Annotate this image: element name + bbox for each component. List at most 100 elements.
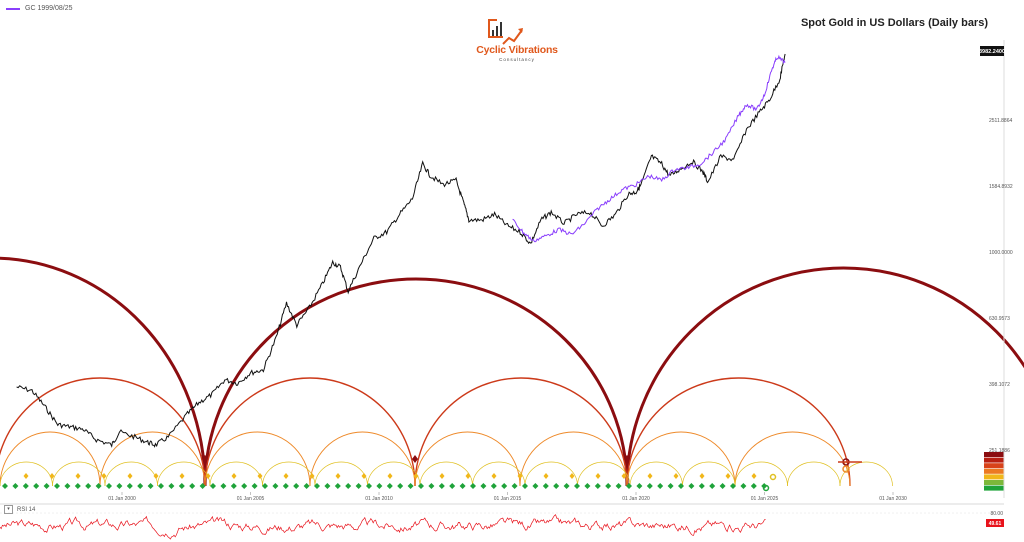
cycle-marker-green: [532, 483, 539, 489]
rsi-label[interactable]: ▾ RSI 14: [4, 505, 35, 514]
price-tick-label: 630.9573: [989, 316, 1010, 322]
rsi-tick-label: 80.00: [990, 511, 1003, 517]
collapse-icon[interactable]: ▾: [4, 505, 13, 514]
price-axis: 251.1886 398.1072 630.9573 1000.0000 1584.89…: [979, 40, 1013, 498]
logo: Cyclic Vibrations Consultancy: [472, 17, 562, 62]
legend: GC 1999/08/25: [6, 5, 72, 12]
projection-marker: [769, 473, 777, 481]
cycle-marker-yellow: [75, 473, 81, 479]
cycle-marker-green: [584, 483, 591, 489]
logo-arrow-head: [518, 28, 523, 33]
cycle-marker-green: [189, 483, 196, 489]
cycle-marker-yellow: [673, 473, 679, 479]
cycle-arc-mid: [626, 377, 851, 487]
cycle-marker-yellow: [543, 473, 549, 479]
rsi-label-text: RSI 14: [17, 506, 36, 513]
legend-swatch: [6, 7, 20, 10]
cycle-marker-green: [220, 483, 227, 489]
time-tick-label: 01 Jan 2020: [622, 496, 650, 502]
cycle-marker-yellow: [699, 473, 705, 479]
legend-label: GC 1999/08/25: [25, 5, 73, 12]
cycle-marker-green: [12, 483, 19, 489]
cycle-arc-mid: [414, 377, 628, 487]
cycle-marker-green: [2, 483, 8, 489]
cycle-marker-yellow: [23, 473, 29, 479]
cycle-marker-green: [314, 483, 320, 489]
cycle-marker-yellow: [283, 473, 289, 479]
cycle-arc-small: [309, 431, 416, 487]
cycle-marker-green: [740, 483, 747, 489]
cycle-legend-box: [984, 452, 1004, 457]
cycle-arc-tiny: [577, 461, 631, 487]
cycle-marker-green: [438, 483, 445, 489]
cycle-marker-yellow: [309, 473, 315, 479]
cycle-arc-large: [0, 256, 207, 487]
projection-marker: [842, 465, 850, 473]
cycle-arc-tiny: [734, 461, 788, 487]
cycle-arc-small: [414, 431, 521, 487]
cycle-marker-yellow: [205, 473, 211, 479]
cycle-marker-green: [615, 483, 622, 489]
cycle-marker-green: [511, 483, 518, 489]
cycle-arc-tiny: [367, 461, 421, 487]
cycle-arc-tiny: [629, 461, 683, 487]
cycle-marker-green: [282, 483, 289, 489]
cycle-marker-green: [126, 483, 133, 489]
chart-title: Spot Gold in US Dollars (Daily bars): [800, 17, 988, 29]
cycle-marker-green: [85, 483, 92, 489]
cycle-marker-green: [698, 483, 705, 489]
cycle-marker-red: [202, 455, 208, 463]
series-overlay-line: [512, 54, 786, 243]
time-tick-label: 01 Jan 2015: [494, 496, 522, 502]
time-tick-label: 01 Jan 2025: [751, 496, 779, 502]
cycle-arc-tiny: [157, 461, 211, 487]
cycle-legend-box: [984, 480, 1004, 485]
cycle-marker-yellow: [361, 473, 367, 479]
cycle-marker-yellow: [49, 473, 55, 479]
cycle-marker-green: [709, 483, 716, 489]
cycle-marker-green: [470, 483, 476, 489]
cycle-marker-yellow: [257, 473, 263, 479]
cycle-marker-green: [106, 483, 112, 489]
cycle-marker-green: [74, 483, 81, 489]
cycle-marker-green: [376, 483, 383, 489]
cycle-arc-mid: [204, 377, 416, 487]
cycle-marker-yellow: [725, 473, 731, 479]
cycle-marker-green: [626, 483, 632, 489]
cycle-marker-green: [210, 483, 216, 489]
cycle-marker-green: [262, 483, 268, 489]
cycle-marker-green: [646, 483, 653, 489]
projection-marker: [762, 484, 770, 492]
cycle-marker-green: [730, 483, 736, 489]
cycle-marker-yellow: [231, 473, 237, 479]
cycle-marker-green: [22, 483, 29, 489]
logo-subtitle: Consultancy: [499, 57, 535, 62]
cycle-arc-small: [519, 431, 628, 487]
cycle-arc-tiny: [209, 461, 263, 487]
cycle-marker-green: [33, 483, 40, 489]
cycle-arc-large: [203, 277, 629, 487]
cycle-arc-large: [625, 266, 1024, 487]
cycle-marker-green: [64, 483, 71, 489]
cycle-marker-green: [428, 483, 435, 489]
rsi-panel: 80.00 49.61: [0, 503, 1004, 540]
cycle-arc-tiny: [524, 461, 578, 487]
rsi-line: [0, 514, 766, 540]
cycle-marker-green: [178, 483, 185, 489]
time-tick-label: 01 Jan 2030: [879, 496, 907, 502]
price-tick-label: 1000.0000: [989, 250, 1013, 256]
cycle-marker-green: [397, 483, 404, 489]
cycle-marker-red: [412, 455, 418, 463]
cycle-marker-green: [54, 483, 60, 489]
cycle-marker-yellow: [179, 473, 185, 479]
cycle-marker-yellow: [569, 473, 575, 479]
cycle-arc-tiny: [104, 461, 158, 487]
price-series: [16, 53, 786, 448]
cycle-marker-green: [688, 483, 695, 489]
cycle-marker-green: [594, 483, 601, 489]
cycle-marker-green: [574, 483, 580, 489]
rsi-last-value: 49.61: [989, 521, 1002, 527]
logo-bar: [496, 26, 498, 36]
cycle-marker-green: [719, 483, 726, 489]
